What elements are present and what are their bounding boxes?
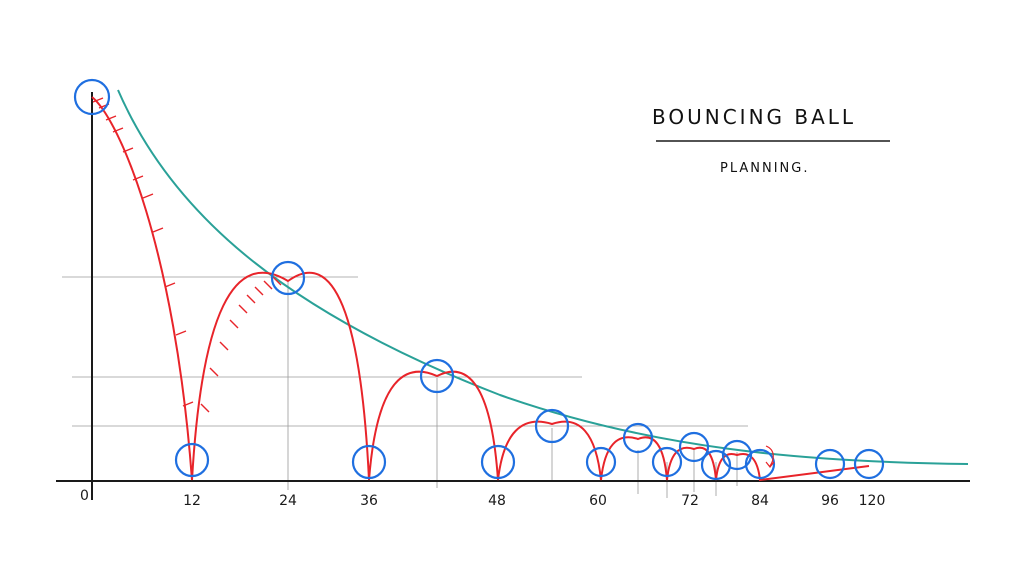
ball-trajectory-line <box>91 96 870 482</box>
spacing-tick <box>132 175 144 181</box>
x-tick-label: 48 <box>488 493 506 509</box>
x-tick-label: 84 <box>751 493 769 509</box>
ball-drawing-contact <box>480 444 516 480</box>
x-tick-label: 60 <box>589 493 607 509</box>
diagram-subtitle: PLANNING. <box>720 161 810 176</box>
spacing-tick <box>112 127 124 133</box>
ball-drawing-contact <box>174 442 210 478</box>
spacing-tick <box>209 367 219 377</box>
ball-path <box>91 96 870 482</box>
spacing-tick <box>122 147 134 153</box>
spacing-tick <box>182 401 194 407</box>
x-tick-label: 120 <box>859 493 886 509</box>
spacing-ticks <box>92 97 282 413</box>
spacing-tick <box>219 341 229 351</box>
ball-drawing-rest <box>853 448 885 480</box>
spacing-tick <box>92 97 104 103</box>
origin-label: 0 <box>80 488 89 504</box>
ball-drawing-apex <box>270 260 306 296</box>
ball-drawing-contact <box>700 449 732 481</box>
ball-drawing-rest <box>814 448 846 480</box>
ball-drawing-apex <box>678 431 710 463</box>
ball-drawing-apex <box>721 439 753 471</box>
spacing-tick <box>200 403 210 413</box>
ball-drawing-apex <box>534 408 570 444</box>
x-tick-label: 72 <box>681 493 699 509</box>
x-tick-label: 12 <box>183 493 201 509</box>
ball-drawing-apex <box>419 358 455 394</box>
ball-drawing-start <box>73 78 111 116</box>
spacing-tick <box>105 115 117 121</box>
spacing-tick <box>175 330 187 336</box>
spacing-tick <box>229 319 239 329</box>
spacing-tick <box>142 193 154 199</box>
ball-drawing-apex <box>622 422 654 454</box>
x-tick-labels: 12 24 36 48 60 72 84 96 120 <box>183 493 885 509</box>
spacing-tick <box>246 294 256 304</box>
ball-drawing-contact <box>651 446 683 478</box>
ball-drawings <box>73 78 885 481</box>
height-guide-lines <box>62 276 748 498</box>
spacing-tick <box>164 282 176 288</box>
x-tick-label: 36 <box>360 493 378 509</box>
ball-drawing-contact <box>744 448 776 480</box>
settle-arrow <box>765 445 775 468</box>
spacing-tick <box>238 304 248 314</box>
x-tick-label: 24 <box>279 493 297 509</box>
decay-curve <box>117 89 969 465</box>
spacing-tick <box>272 276 282 286</box>
spacing-tick <box>254 286 264 296</box>
spacing-tick <box>152 227 164 233</box>
diagram-title: BOUNCING BALL <box>652 105 856 129</box>
x-tick-label: 96 <box>821 493 839 509</box>
ball-drawing-contact <box>351 444 387 480</box>
ball-drawing-contact <box>585 446 617 478</box>
spacing-tick <box>263 280 273 290</box>
